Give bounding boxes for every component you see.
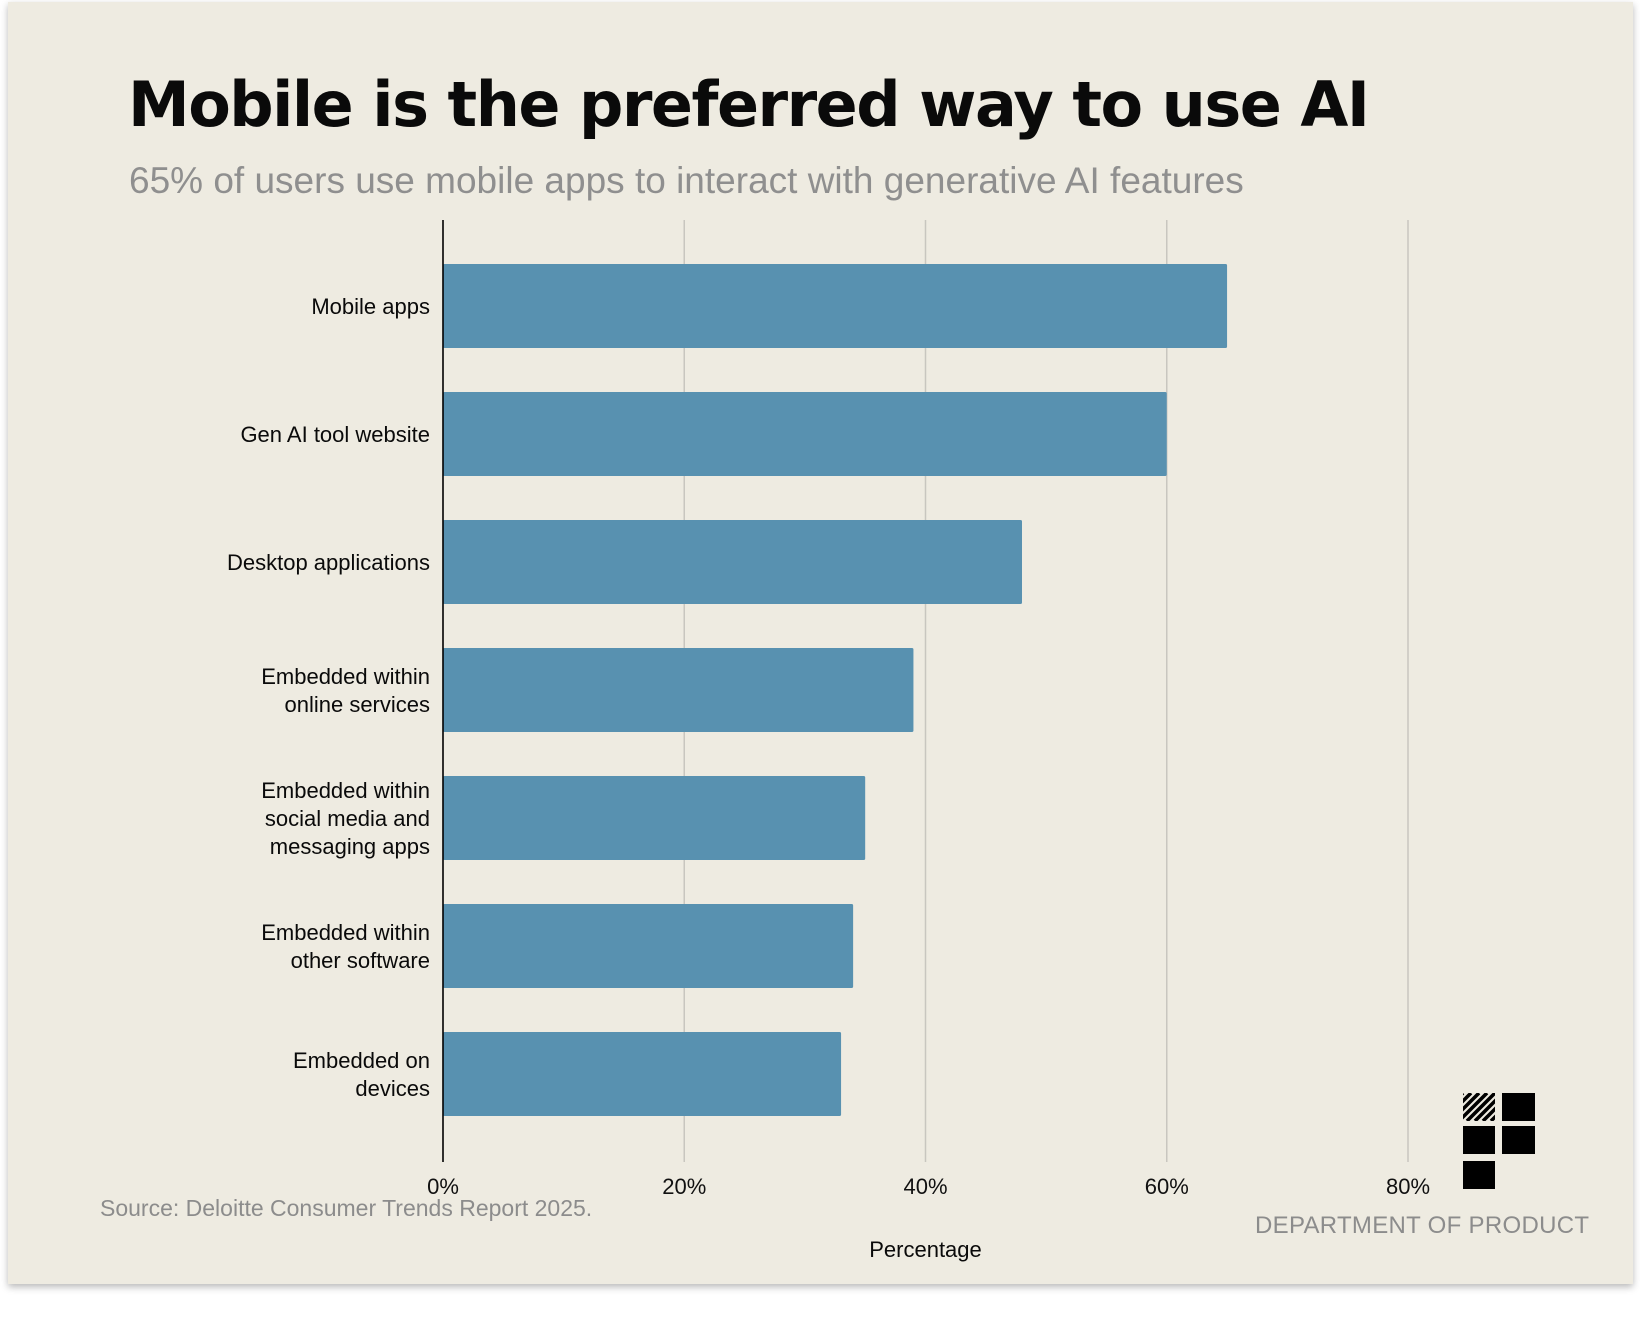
category-label: messaging apps (270, 834, 430, 859)
category-label: online services (284, 692, 430, 717)
page-title: Mobile is the preferred way to use AI (128, 68, 1370, 141)
category-label: Mobile apps (311, 294, 430, 319)
x-axis-title: Percentage (869, 1237, 982, 1262)
brand-logo-icon (1463, 1093, 1535, 1189)
brand-name: DEPARTMENT OF PRODUCT (1255, 1212, 1590, 1239)
category-label: social media and (265, 806, 430, 831)
category-label: Embedded within (261, 778, 430, 803)
x-tick-label: 60% (1145, 1174, 1189, 1199)
category-label: devices (355, 1076, 430, 1101)
category-label: Embedded on (293, 1048, 430, 1073)
bar-6 (443, 1032, 842, 1116)
x-tick-label: 40% (903, 1174, 947, 1199)
source-note: Source: Deloitte Consumer Trends Report … (100, 1195, 593, 1221)
bar-2 (443, 520, 1022, 604)
x-tick-label: 0% (427, 1174, 459, 1199)
category-label: other software (291, 948, 430, 973)
x-tick-label: 20% (662, 1174, 706, 1199)
category-label: Embedded within (261, 664, 430, 689)
grid-lines (683, 220, 1409, 1162)
bar-1 (443, 392, 1167, 476)
category-label: Desktop applications (227, 550, 430, 575)
labels: 0% 20% 40% 60% 80% Mobile apps Gen AI tool web… (227, 294, 1430, 1262)
page-subtitle: 65% of users use mobile apps to interact… (129, 160, 1244, 201)
x-tick-label: 80% (1386, 1174, 1430, 1199)
bar-0 (443, 264, 1228, 348)
bar-5 (443, 904, 854, 988)
bar-4 (443, 776, 866, 860)
category-label: Embedded within (261, 920, 430, 945)
bars (443, 264, 1228, 1116)
category-label: Gen AI tool website (240, 422, 430, 447)
bar-3 (443, 648, 914, 732)
